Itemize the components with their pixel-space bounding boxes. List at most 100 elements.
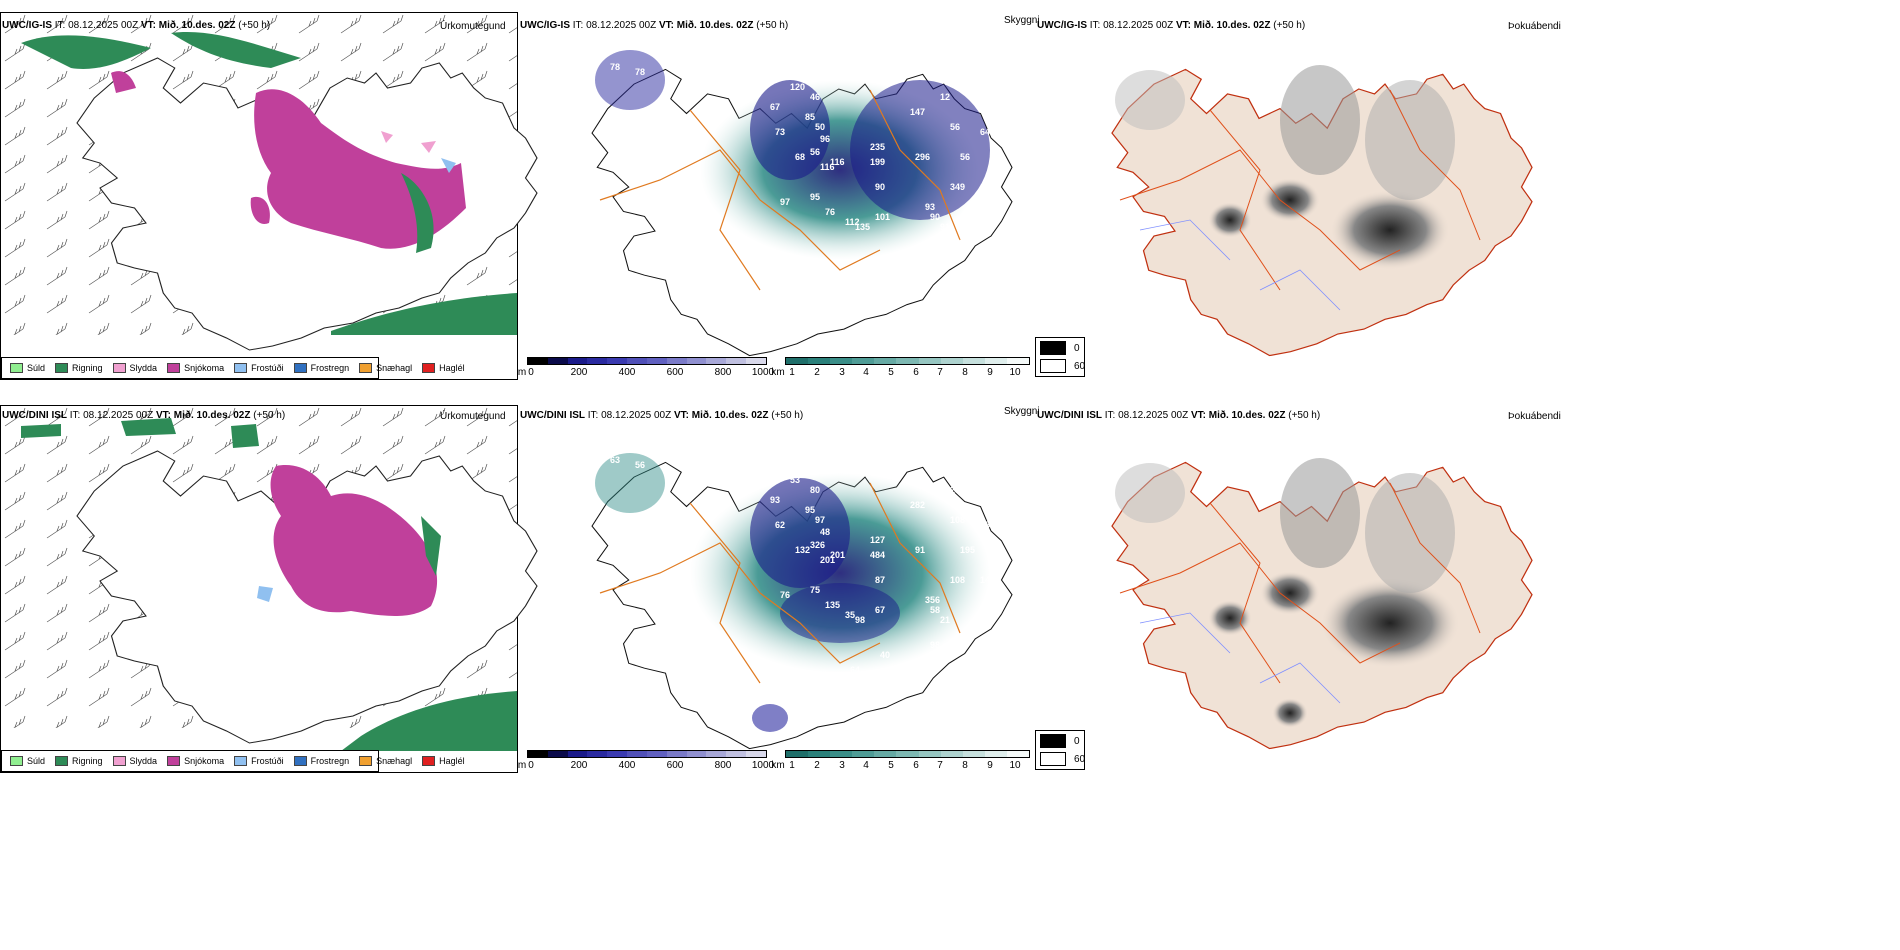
value-label: 98 (930, 640, 940, 650)
legend-item: Frostregn (293, 363, 349, 373)
legend-label: Frostúði (251, 363, 284, 373)
cloud-legend-row: 0 (1040, 341, 1080, 355)
model-name: UWC/DINI ISL (2, 410, 67, 421)
value-label: 84 (885, 685, 895, 695)
it-value: 08.12.2025 00Z (1118, 410, 1189, 421)
visibility-colorbar (785, 750, 1030, 758)
legend-swatch (359, 756, 373, 766)
vt-label: VT: (658, 20, 674, 31)
cloud-legend-row: 0 (1040, 734, 1080, 748)
value-label: 38 (930, 247, 940, 257)
cloud-legend-row: 60 (1040, 752, 1085, 766)
height-tick: 600 (666, 760, 684, 771)
legend-item: Súld (10, 363, 45, 373)
legend-swatch (359, 363, 373, 373)
cloud-swatch (1040, 341, 1066, 355)
legend-item: Haglél (422, 756, 465, 766)
vt-value: Mið. 10.des. 02Z (1208, 410, 1286, 421)
value-label: 64 (850, 665, 860, 675)
height-tick: 200 (570, 367, 588, 378)
value-label: 101 (875, 212, 890, 222)
legend-swatch (422, 363, 436, 373)
value-label: 199 (870, 157, 885, 167)
value-label: 80 (810, 485, 820, 495)
legend-swatch (422, 756, 436, 766)
value-label: 484 (870, 550, 885, 560)
cloud-swatch (1040, 734, 1066, 748)
value-label: 56 (810, 147, 820, 157)
value-label: 50 (815, 122, 825, 132)
precip-type-title: Úrkomutegund (440, 21, 506, 32)
value-label: 90 (930, 212, 940, 222)
fog-map-2 (1111, 458, 1533, 750)
value-label: 103 (955, 630, 970, 640)
value-label: 97 (780, 197, 790, 207)
legend-label: Rigning (72, 363, 103, 373)
lead-time: (+50 h) (756, 20, 789, 31)
value-label: 73 (775, 127, 785, 137)
vis-tick: 7 (937, 367, 943, 378)
vt-label: VT: (155, 410, 171, 421)
value-label: 97 (815, 515, 825, 525)
value-label: 132 (795, 545, 810, 555)
cloud-legend-1: 0 60 (1035, 337, 1085, 377)
legend-swatch (293, 363, 307, 373)
lead-time: (+50 h) (238, 20, 271, 31)
cloud-legend-label: 0 (1074, 342, 1080, 354)
legend-label: Súld (27, 756, 46, 766)
value-label: 91 (915, 545, 925, 555)
model-name: UWC/DINI ISL (520, 410, 585, 421)
height-tick: 0 (528, 760, 534, 771)
vis-tick: 6 (913, 760, 919, 771)
visibility-colorbar (785, 357, 1030, 365)
vt-value: Mið. 10.des. 02Z (173, 410, 251, 421)
value-label: 112 (845, 217, 860, 227)
value-label: 93 (925, 202, 935, 212)
cloud-legend-2: 0 60 (1035, 730, 1085, 770)
legend-label: Rigning (72, 756, 103, 766)
vt-value: Mið. 10.des. 02Z (676, 20, 754, 31)
legend-swatch (112, 756, 126, 766)
lead-time: (+50 h) (253, 410, 286, 421)
height-unit: m (517, 367, 527, 378)
value-label: 162 (940, 485, 955, 495)
model-name: UWC/IG-IS (1037, 20, 1087, 31)
value-label: 93 (770, 495, 780, 505)
precip-type-title: Úrkomutegund (440, 411, 506, 422)
model-name: UWC/IG-IS (2, 20, 52, 31)
value-label: 76 (825, 207, 835, 217)
lead-time: (+50 h) (1273, 20, 1306, 31)
vis-tick: 9 (987, 760, 993, 771)
model-name: UWC/IG-IS (520, 20, 570, 31)
legend-label: Frostúði (251, 756, 284, 766)
height-colorbar (527, 357, 767, 365)
cloud-title: Skyggni (1004, 406, 1040, 417)
value-label: 53 (790, 475, 800, 485)
vis-tick: 5 (888, 367, 894, 378)
value-label: 75 (810, 585, 820, 595)
legend-label: Frostregn (310, 756, 350, 766)
legend-item: Slydda (112, 363, 157, 373)
value-label: 96 (820, 134, 830, 144)
vis-tick: 2 (814, 760, 820, 771)
legend-label: Slydda (129, 756, 158, 766)
it-label: IT: (69, 410, 81, 421)
legend-label: Súld (27, 363, 46, 373)
legend-label: Snæhagl (376, 756, 413, 766)
precip-legend-1: Súld Rigning Slydda Snjókoma Frostúði Fr… (1, 357, 465, 379)
legend-label: Haglél (439, 363, 465, 373)
value-label: 98 (855, 615, 865, 625)
value-label: 108 (950, 575, 965, 585)
legend-item: Rigning (55, 363, 103, 373)
height-tick: 400 (618, 367, 636, 378)
legend-item: Frostúði (234, 363, 284, 373)
value-label: 116 (820, 162, 835, 172)
cloud-legend-label: 60 (1074, 360, 1086, 372)
value-label: 326 (810, 540, 825, 550)
cloud-legend-label: 0 (1074, 735, 1080, 747)
vis-tick: 3 (839, 760, 845, 771)
vt-label: VT: (1190, 410, 1206, 421)
